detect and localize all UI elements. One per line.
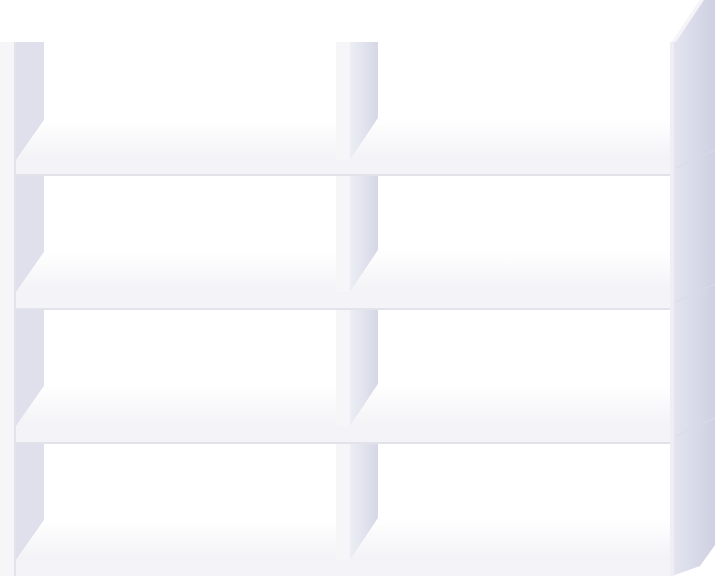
center-divider-depth — [350, 42, 378, 560]
shelf-top-right-4 — [350, 518, 672, 560]
shelf-top-right-3 — [350, 384, 672, 426]
shelf-top-left-1 — [16, 120, 336, 160]
shelf-front-4 — [16, 560, 672, 576]
left-inner-depth-strips — [16, 42, 44, 560]
shelf-top-left-2 — [16, 252, 336, 292]
left-side-panel-shade — [14, 42, 16, 576]
shelf-top-left-3 — [16, 386, 336, 426]
shelves — [16, 118, 672, 576]
shelf-front-2 — [16, 292, 672, 310]
shelf-top-right-2 — [350, 250, 672, 292]
shelf-top-left-4 — [16, 520, 336, 560]
right-side-panel-edge — [672, 0, 704, 42]
right-side-panel — [672, 0, 715, 576]
right-front-edge — [670, 42, 674, 576]
shelf-front-1 — [16, 160, 672, 176]
right-side-seams — [675, 149, 715, 437]
shelf-front-3 — [16, 426, 672, 444]
left-side-panel — [0, 42, 16, 576]
shelf-top-right-1 — [350, 118, 672, 160]
